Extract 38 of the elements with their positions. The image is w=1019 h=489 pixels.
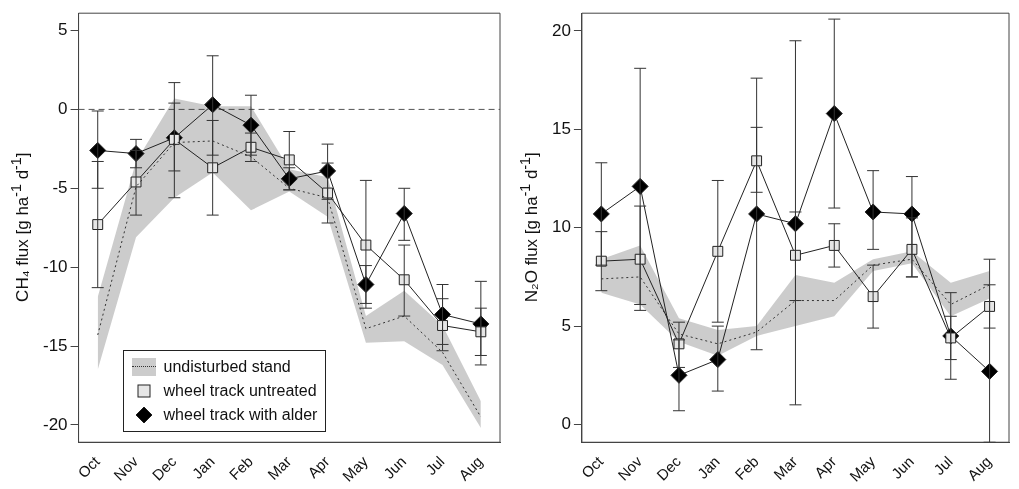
x-tick-label: Mar <box>264 452 295 483</box>
legend-label: wheel track with alder <box>163 406 318 425</box>
x-tick-label: Apr <box>810 452 840 482</box>
x-tick-label: Oct <box>74 452 104 482</box>
x-tick-label: Jan <box>188 452 218 482</box>
x-tick-label: Dec <box>653 452 685 484</box>
x-tick-label: May <box>846 452 879 485</box>
x-tick-label: Oct <box>577 452 607 482</box>
y-tick-label: -20 <box>42 414 68 434</box>
y-tick-label: 15 <box>551 119 571 138</box>
x-tick-label: Jun <box>380 452 410 482</box>
x-tick-label: May <box>338 452 372 485</box>
x-tick-label: Mar <box>770 452 801 483</box>
x-tick-label: Nov <box>614 452 646 484</box>
x-tick-label: Aug <box>454 452 486 484</box>
y-tick-label: 5 <box>561 315 571 335</box>
legend-label: undisturbed stand <box>163 358 291 377</box>
y-tick-label: -5 <box>52 177 68 197</box>
x-tick-label: Jul <box>930 452 956 479</box>
y-tick-label: -15 <box>42 335 68 355</box>
y-tick-label: 0 <box>561 414 571 434</box>
point <box>790 249 801 261</box>
x-tick-label: Nov <box>110 452 142 484</box>
x-tick-label: Jan <box>693 452 723 482</box>
x-tick-label: Jul <box>421 452 448 479</box>
legend-label: wheel track untreated <box>163 382 317 401</box>
x-tick-label: Dec <box>148 452 180 484</box>
point <box>283 154 295 166</box>
x-tick-label: Jun <box>887 452 917 482</box>
y-tick-label: 5 <box>58 20 68 40</box>
y-tick-label: -10 <box>42 256 68 276</box>
x-tick-label: Feb <box>731 452 762 483</box>
x-tick-label: Feb <box>225 452 257 483</box>
x-tick-label: Aug <box>963 452 995 484</box>
x-tick-label: Apr <box>304 452 333 482</box>
y-tick-label: 0 <box>58 99 68 119</box>
y-tick-label: 10 <box>551 217 571 237</box>
y-tick-label: 20 <box>551 20 571 40</box>
